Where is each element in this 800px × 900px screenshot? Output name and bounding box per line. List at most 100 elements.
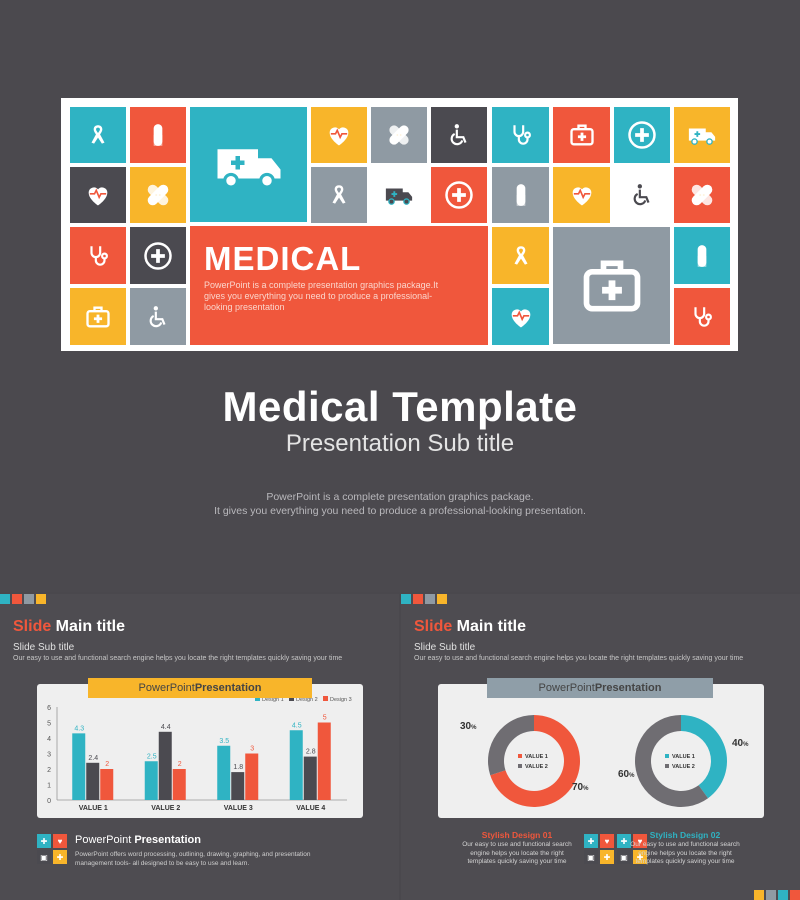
icon-tile: [553, 107, 610, 163]
cross-icon: [445, 181, 473, 209]
legend-label: Design 2: [296, 697, 318, 703]
donut-legend-label: VALUE 2: [525, 764, 548, 770]
x-tick-label: VALUE 4: [296, 805, 325, 812]
donut-unit: %: [629, 773, 635, 779]
bar-value-label: 1.8: [233, 764, 243, 771]
bar-value-label: 5: [323, 715, 327, 722]
cross-icon: [628, 121, 656, 149]
icon-tile: [130, 167, 186, 223]
bar-value-label: 3.5: [219, 738, 229, 745]
icon-tile: [311, 107, 367, 163]
pill-icon: [153, 124, 163, 146]
bar: [231, 772, 245, 800]
x-tick-label: VALUE 3: [224, 805, 253, 812]
bar-value-label: 4.5: [292, 722, 302, 729]
donut-value-label: 40%: [732, 738, 749, 749]
donut-value-label: 30%: [460, 721, 477, 732]
pill-icon: ✚: [584, 834, 598, 848]
chart-ribbon: PowerPoint Presentation: [88, 678, 312, 698]
mini-icon-grid-1: ✚ ♥ ▣ ✚: [584, 834, 614, 864]
hero-title: Medical Template: [222, 383, 578, 430]
donut-slice: [490, 715, 580, 807]
donut-legend-label: VALUE 1: [525, 754, 548, 760]
hero-desc-line1: PowerPoint is a complete presentation gr…: [266, 491, 534, 503]
bar: [245, 753, 259, 800]
design1-description: Our easy to use and functional search en…: [462, 841, 572, 865]
slide-title-accent: Slide: [414, 618, 453, 635]
slide-donut-charts: Slide Main title Slide Sub title Our eas…: [401, 594, 800, 900]
icon-tile: [130, 227, 186, 284]
chart-ribbon: PowerPoint Presentation: [487, 678, 713, 698]
donut-unit: %: [743, 742, 749, 748]
heart-icon: ♥: [53, 834, 67, 848]
ribbon-icon: [332, 185, 346, 204]
icon-tile: [70, 288, 126, 345]
donut-slice: [488, 715, 534, 776]
icon-tile: [674, 107, 730, 163]
donut-unit: %: [471, 725, 477, 731]
ambulance-icon: ▣: [584, 850, 598, 864]
heart-icon: [329, 127, 349, 146]
bar-chart: 0 1 2 3 4 5 6 4.3 2.4 2 VALUE 1 2.5 4.4 2 VALUE 2 3.5 1.…: [47, 696, 352, 812]
icon-tile: [492, 167, 549, 223]
bar-value-label: 2: [105, 761, 109, 768]
ribbon-bold: Presentation: [594, 682, 662, 694]
slide-description: Our easy to use and functional search en…: [414, 655, 744, 662]
bar: [72, 733, 86, 800]
slide-subtitle: Slide Sub title: [414, 642, 476, 653]
legend-label: Design 1: [262, 697, 284, 703]
icon-tile: [674, 227, 730, 284]
ambulance-icon: ▣: [617, 850, 631, 864]
icon-tile: [311, 167, 367, 223]
footer-description: PowerPoint offers word processing, outli…: [75, 851, 311, 867]
banner-description: PowerPoint is a complete presentation gr…: [204, 280, 439, 312]
medical-title-block: MEDICAL PowerPoint is a complete present…: [190, 226, 488, 345]
ambulance-icon: [385, 188, 413, 205]
first-aid-kit-icon: [569, 124, 594, 146]
first-aid-kit-icon: ✚: [600, 850, 614, 864]
donut-slice: [635, 715, 709, 807]
icon-tile: [553, 167, 610, 223]
icon-tile: [371, 167, 427, 223]
first-aid-kit-icon: [583, 260, 640, 311]
icon-tile: [371, 107, 427, 163]
footer-bold: Presentation: [134, 834, 201, 846]
bar: [217, 745, 231, 800]
ribbon-plain: PowerPoint: [538, 682, 595, 694]
heart-icon: [88, 187, 108, 206]
y-tick-label: 5: [47, 721, 51, 728]
color-strip-bottom: [754, 890, 800, 900]
footer-plain: PowerPoint: [75, 834, 135, 846]
donut-charts: 70% 30% VALUE 1 VALUE 2 40% 60% VALUE 1 VALUE 2: [460, 715, 749, 807]
donut-value-label: 70%: [572, 782, 589, 793]
bar: [86, 762, 100, 800]
wheelchair-icon: [450, 124, 467, 146]
x-tick-label: VALUE 1: [79, 805, 108, 812]
icon-tile: [130, 288, 186, 345]
design1-title: Stylish Design 01: [481, 830, 553, 840]
bar-value-label: 2.8: [306, 749, 316, 756]
icon-tile: [674, 167, 730, 223]
first-aid-kit-icon: ✚: [53, 850, 67, 864]
color-strip-top: [401, 594, 447, 604]
bar: [158, 731, 172, 800]
bar-value-label: 4.4: [161, 724, 171, 731]
slide-subtitle: Slide Sub title: [13, 642, 75, 653]
donut-value-label: 60%: [618, 769, 635, 780]
footer-icon-grid: ✚ ♥ ▣ ✚: [37, 834, 67, 864]
slide-bar-chart: Slide Main title Slide Sub title Our eas…: [0, 594, 399, 900]
bandage-icon: [691, 184, 713, 206]
pill-icon: ✚: [37, 834, 51, 848]
donut-unit: %: [583, 786, 589, 792]
mini-icon-grid-2: ✚ ♥ ▣ ✚: [617, 834, 647, 864]
pill-icon: [516, 184, 525, 206]
y-tick-label: 0: [47, 798, 51, 805]
donut-legend-label: VALUE 1: [672, 754, 695, 760]
hero-desc-line2: It gives you everything you need to prod…: [214, 505, 586, 517]
ribbon-icon: [514, 245, 527, 265]
bar: [100, 769, 114, 800]
wheelchair-icon: [633, 184, 650, 206]
bar: [303, 756, 317, 800]
icon-tile: [674, 288, 730, 345]
donut-legend-label: VALUE 2: [672, 764, 695, 770]
